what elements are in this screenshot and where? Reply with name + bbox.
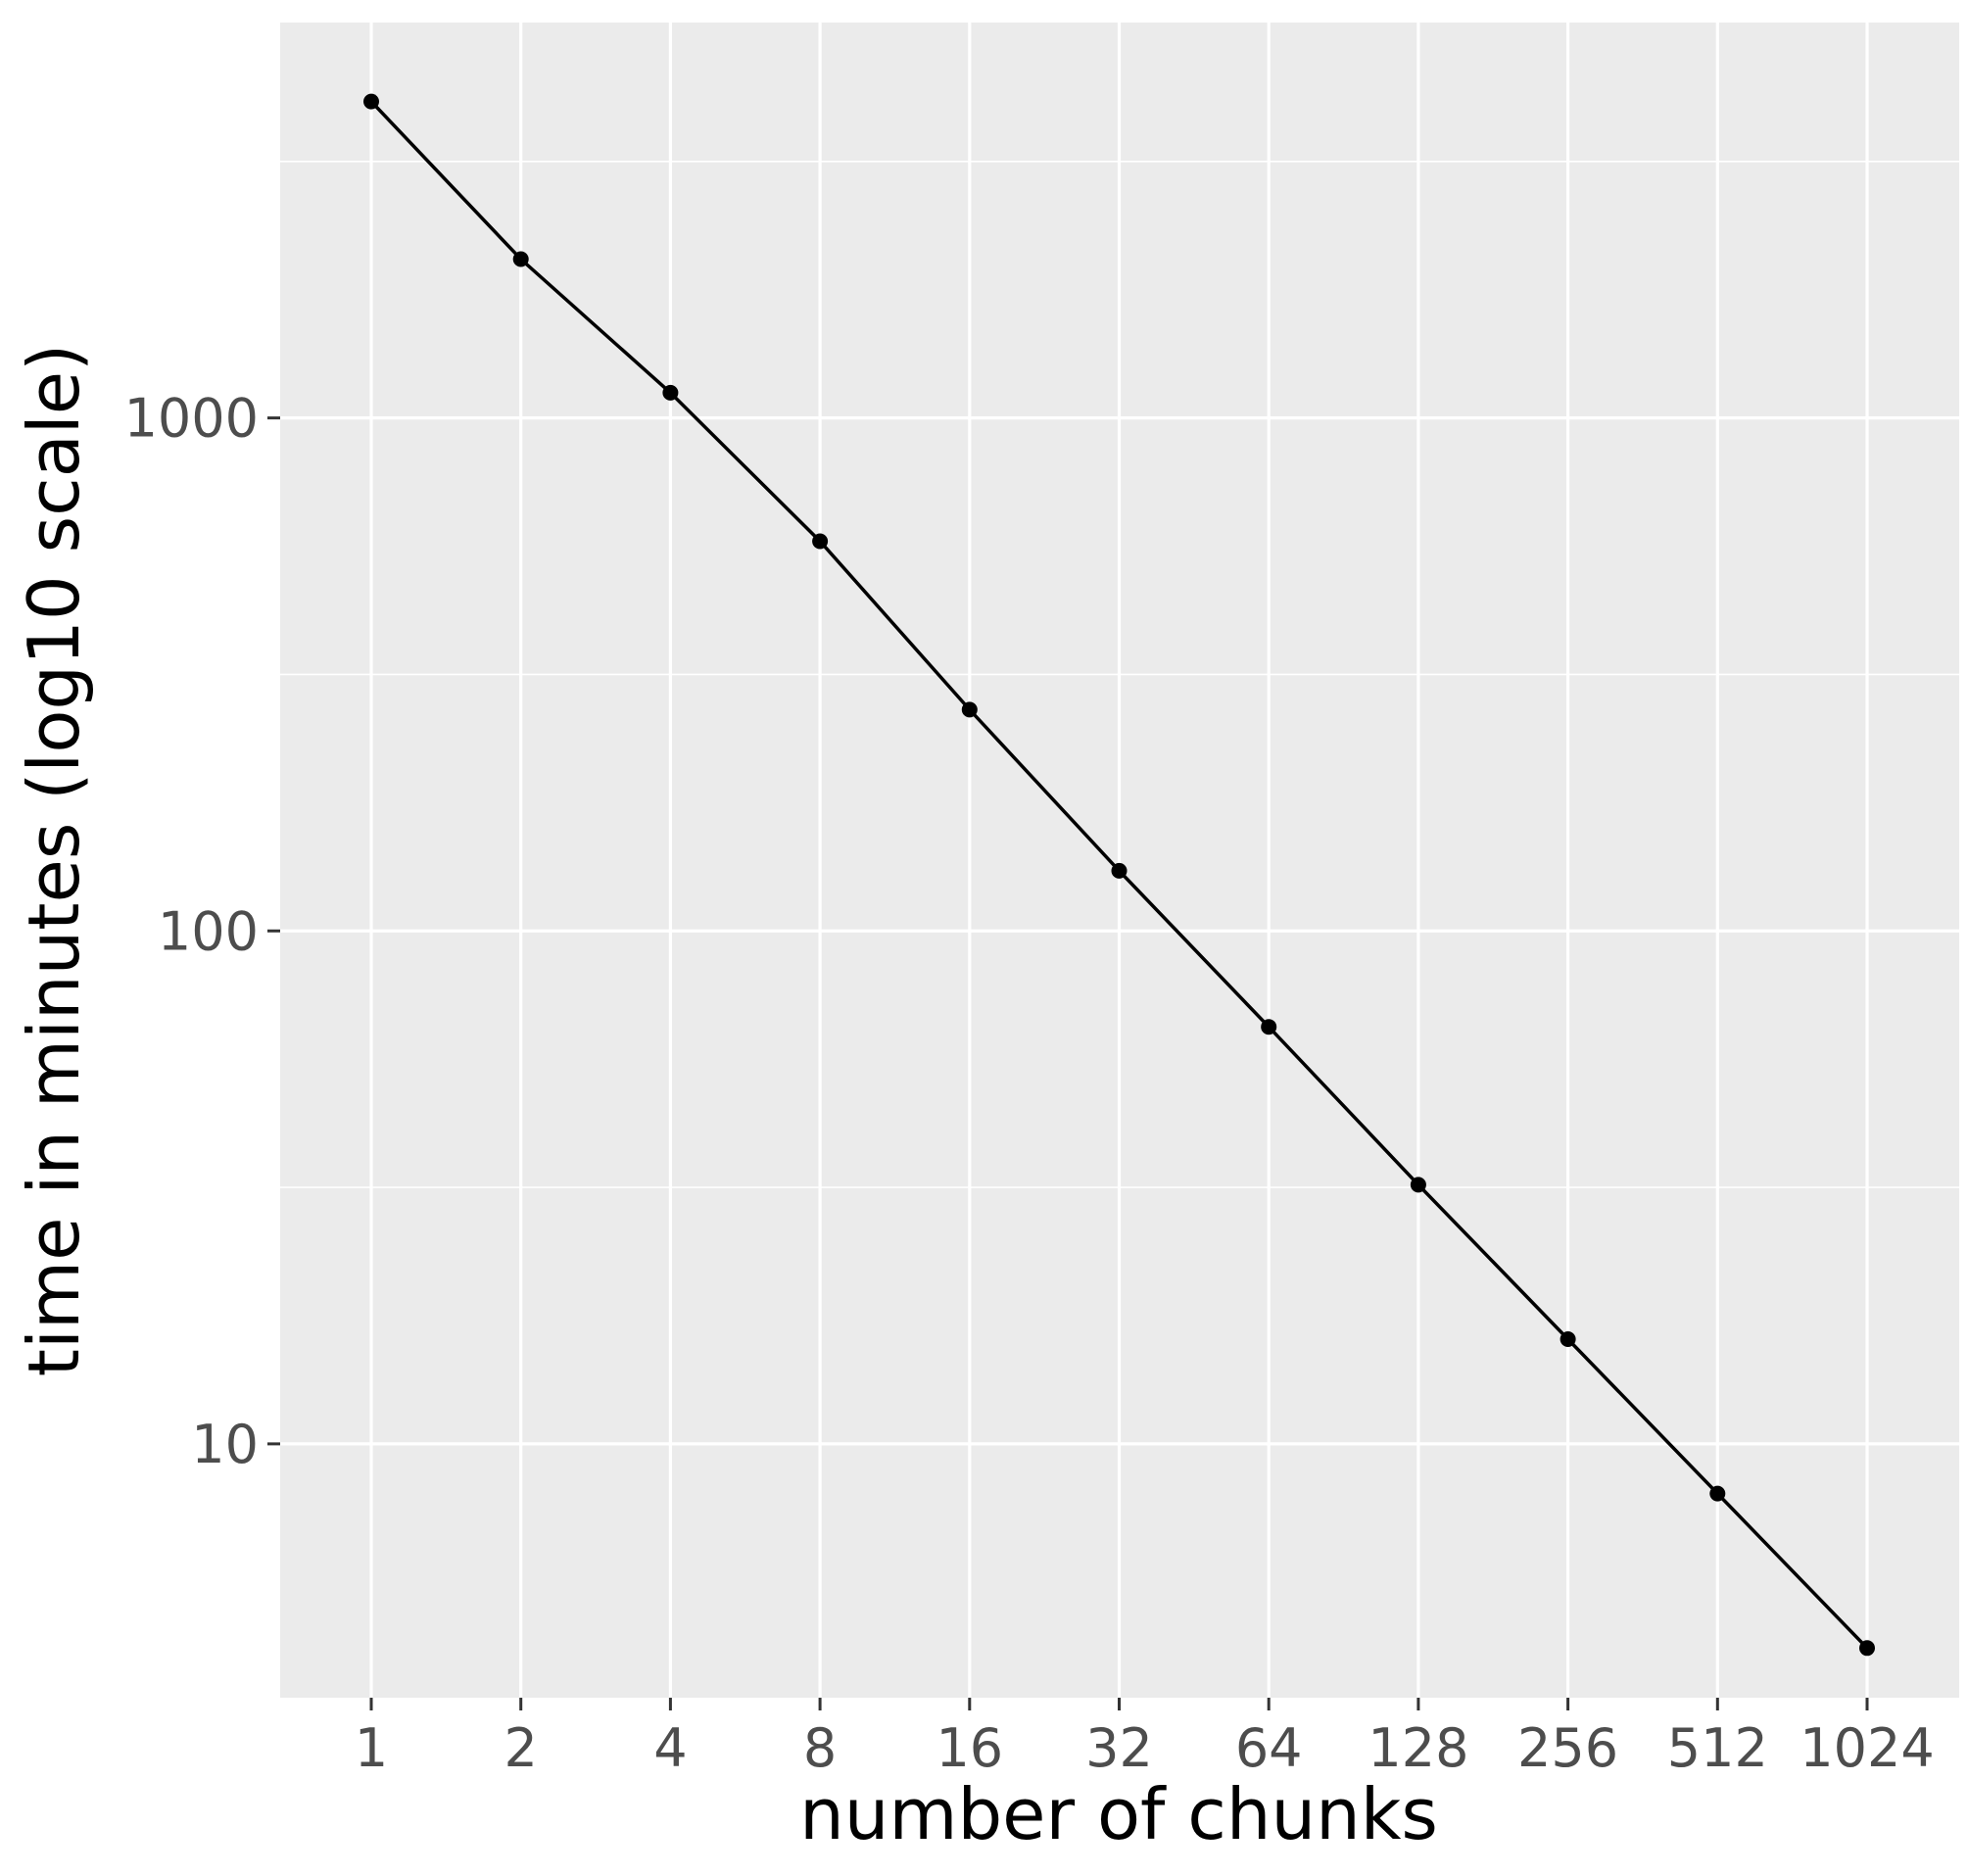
x-tick-label: 512 xyxy=(1667,1717,1768,1779)
data-point xyxy=(1709,1485,1726,1502)
x-tick-label: 256 xyxy=(1517,1717,1618,1779)
x-axis: 1 2 4 8 16 32 64 128 256 512 1024 xyxy=(355,1698,1935,1779)
x-tick-label: 2 xyxy=(504,1717,538,1779)
x-tick-label: 128 xyxy=(1368,1717,1468,1779)
data-point xyxy=(1560,1331,1576,1347)
x-tick-label: 4 xyxy=(653,1717,687,1779)
grid-lines xyxy=(280,23,1959,1698)
x-tick-label: 16 xyxy=(936,1717,1003,1779)
y-axis: 10 100 1000 xyxy=(124,388,280,1475)
data-point xyxy=(961,701,978,718)
x-tick-label: 64 xyxy=(1235,1717,1303,1779)
data-point xyxy=(662,384,679,401)
x-tick-label: 1024 xyxy=(1800,1717,1934,1779)
y-axis-title: time in minutes (log10 scale) xyxy=(13,344,95,1376)
y-tick-label: 100 xyxy=(158,900,259,962)
data-point xyxy=(1261,1019,1277,1035)
data-point xyxy=(363,93,379,110)
x-tick-label: 32 xyxy=(1085,1717,1153,1779)
data-point xyxy=(1111,862,1128,879)
x-axis-title: number of chunks xyxy=(799,1773,1438,1855)
data-point xyxy=(512,251,529,267)
x-tick-label: 1 xyxy=(355,1717,388,1779)
series-layer xyxy=(363,93,1875,1657)
data-point xyxy=(1410,1177,1426,1193)
y-tick-label: 10 xyxy=(191,1414,259,1475)
data-point xyxy=(812,533,829,550)
data-point xyxy=(1859,1640,1875,1657)
y-tick-label: 1000 xyxy=(124,388,259,450)
x-tick-label: 8 xyxy=(803,1717,837,1779)
